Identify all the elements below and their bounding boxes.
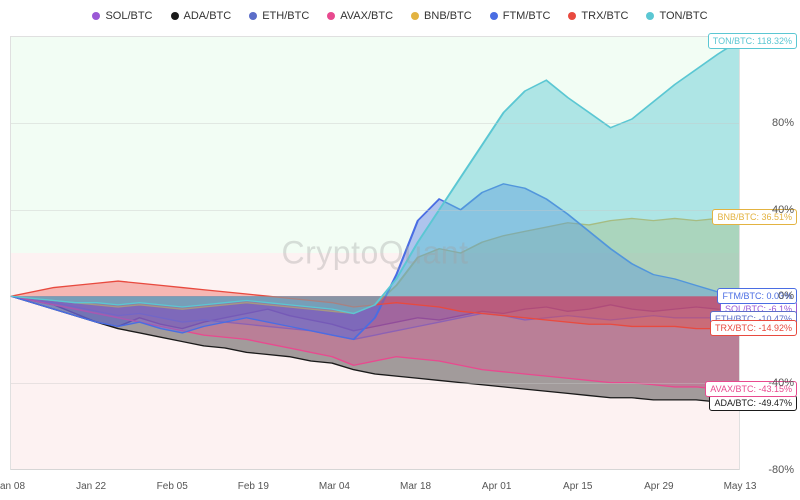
x-tick: Apr 29 (644, 481, 673, 492)
x-axis: Jan 08Jan 22Feb 05Feb 19Mar 04Mar 18Apr … (10, 474, 740, 500)
legend-item[interactable]: TON/BTC (646, 10, 707, 22)
legend-dot (92, 12, 100, 20)
crypto-performance-chart: SOL/BTC ADA/BTC ETH/BTC AVAX/BTC BNB/BTC FTM/… (0, 0, 800, 500)
x-tick: Apr 01 (482, 481, 511, 492)
y-tick: 80% (772, 117, 794, 129)
legend-label: TRX/BTC (581, 10, 628, 22)
legend-item[interactable]: ADA/BTC (171, 10, 232, 22)
legend-item[interactable]: SOL/BTC (92, 10, 152, 22)
legend-label: ADA/BTC (184, 10, 232, 22)
legend-dot (171, 12, 179, 20)
y-tick: -80% (768, 464, 794, 476)
legend-item[interactable]: ETH/BTC (249, 10, 309, 22)
legend-label: SOL/BTC (105, 10, 152, 22)
grid-line (11, 469, 739, 470)
legend-item[interactable]: TRX/BTC (568, 10, 628, 22)
legend-dot (249, 12, 257, 20)
grid-line (11, 383, 739, 384)
legend-dot (411, 12, 419, 20)
y-tick: 40% (772, 204, 794, 216)
legend-label: TON/BTC (659, 10, 707, 22)
x-tick: Jan 08 (0, 481, 25, 492)
legend-dot (490, 12, 498, 20)
grid-line (11, 210, 739, 211)
legend-dot (568, 12, 576, 20)
legend-item[interactable]: AVAX/BTC (327, 10, 393, 22)
x-tick: Jan 22 (76, 481, 106, 492)
legend-item[interactable]: FTM/BTC (490, 10, 551, 22)
chart-legend: SOL/BTC ADA/BTC ETH/BTC AVAX/BTC BNB/BTC FTM/… (0, 0, 800, 30)
legend-label: BNB/BTC (424, 10, 472, 22)
legend-dot (327, 12, 335, 20)
legend-item[interactable]: BNB/BTC (411, 10, 472, 22)
legend-label: ETH/BTC (262, 10, 309, 22)
plot-area: CryptoQuant SOL/BTC: -6.1%ADA/BTC: -49.4… (10, 36, 740, 470)
y-tick: -40% (768, 377, 794, 389)
x-tick: Mar 04 (319, 481, 350, 492)
x-tick: Feb 05 (157, 481, 188, 492)
x-tick: May 13 (724, 481, 757, 492)
x-tick: Mar 18 (400, 481, 431, 492)
chart-svg (11, 37, 739, 469)
grid-line (11, 123, 739, 124)
x-tick: Apr 15 (563, 481, 592, 492)
series-area (11, 41, 739, 314)
y-axis: -80%-40%0%40%80% (745, 36, 800, 470)
x-tick: Feb 19 (238, 481, 269, 492)
legend-dot (646, 12, 654, 20)
legend-label: FTM/BTC (503, 10, 551, 22)
y-tick: 0% (778, 290, 794, 302)
legend-label: AVAX/BTC (340, 10, 393, 22)
